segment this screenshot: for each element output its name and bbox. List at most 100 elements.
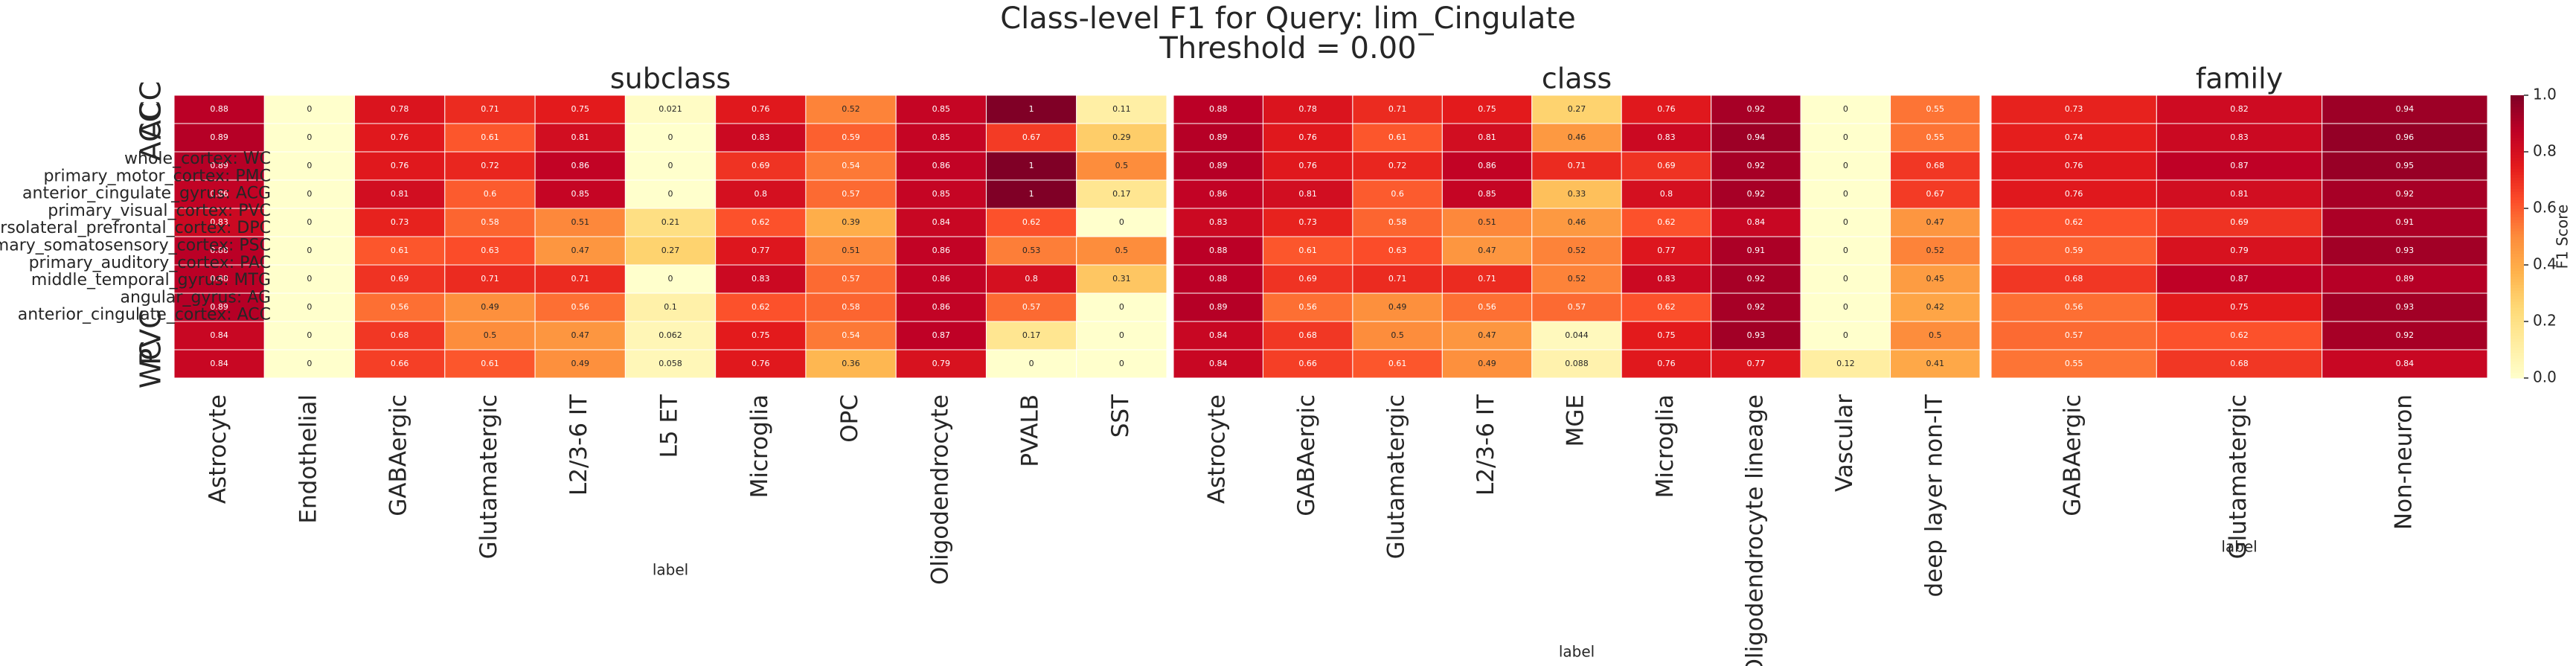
- cell-label: 0.74: [2065, 132, 2083, 142]
- x-tick-label: Oligodendrocyte: [926, 394, 953, 585]
- cell-label: 0.47: [571, 330, 589, 340]
- cell-label: 0.17: [1112, 189, 1131, 199]
- colorbar-segment: [2511, 276, 2524, 280]
- cell-label: 0.49: [1478, 359, 1496, 368]
- heatmap-cell: [1262, 123, 1353, 153]
- colorbar-segment: [2511, 177, 2524, 181]
- panel-title: class: [1542, 63, 1612, 95]
- colorbar-segment: [2511, 231, 2524, 234]
- cell-label: 0.62: [1657, 217, 1676, 227]
- heatmap-cell: [1531, 123, 1622, 153]
- region-label: dorsolateral_prefrontal_cortex: DPC: [0, 219, 271, 237]
- cell-label: 0.68: [2230, 359, 2249, 368]
- heatmap-cell: [2322, 292, 2488, 322]
- heatmap-cell: [1800, 236, 1891, 266]
- cell-label: 0.84: [1747, 217, 1766, 227]
- cell-label: 0.94: [1747, 132, 1766, 142]
- colorbar-segment: [2511, 152, 2524, 156]
- cell-label: 0.69: [1298, 274, 1317, 284]
- heatmap-cell: [805, 179, 897, 209]
- colorbar-segment: [2511, 225, 2524, 229]
- cell-label: 0.84: [1209, 359, 1228, 368]
- heatmap-cell: [624, 236, 717, 266]
- cell-label: 0.76: [1298, 132, 1317, 142]
- colorbar-segment: [2511, 318, 2524, 322]
- heatmap-cell: [1441, 321, 1533, 350]
- heatmap-cell: [1531, 236, 1622, 266]
- colorbar-tick-label: 0.0: [2533, 368, 2557, 386]
- region-label: primary_motor_cortex: PMC: [43, 167, 271, 185]
- colorbar-segment: [2511, 166, 2524, 170]
- cell-label: 0.54: [842, 161, 860, 170]
- cell-label: 0.76: [752, 359, 770, 368]
- cell-label: 0: [1119, 217, 1124, 227]
- row-label: PVC: [135, 309, 167, 365]
- cell-label: 0: [1843, 161, 1848, 170]
- colorbar-segment: [2511, 103, 2524, 107]
- colorbar-segment: [2511, 355, 2524, 359]
- heatmap-cell: [895, 321, 987, 350]
- colorbar-segment: [2511, 245, 2524, 249]
- heatmap-cell: [2156, 236, 2323, 266]
- heatmap-cell: [1711, 123, 1801, 153]
- colorbar-segment: [2511, 143, 2524, 147]
- heatmap-cell: [985, 208, 1077, 237]
- x-tick-label: SST: [1107, 394, 1134, 438]
- cell-label: 0.69: [2230, 217, 2249, 227]
- heatmap-cell: [1076, 151, 1167, 181]
- cell-label: 0.92: [1747, 161, 1766, 170]
- colorbar-segment: [2511, 211, 2524, 215]
- cell-label: 0.89: [210, 302, 228, 312]
- cell-label: 0.77: [1747, 359, 1766, 368]
- heatmap-cell: [985, 151, 1077, 181]
- cell-label: 0.83: [1209, 217, 1228, 227]
- row-label: ACC: [135, 81, 167, 139]
- cell-label: 0.73: [1298, 217, 1317, 227]
- heatmap-cell: [173, 292, 265, 322]
- heatmap-cell: [1890, 321, 1981, 350]
- colorbar-segment: [2511, 287, 2524, 291]
- cell-label: 0.69: [1657, 161, 1676, 170]
- cell-label: 0.86: [932, 302, 951, 312]
- colorbar-segment: [2511, 171, 2524, 175]
- colorbar-segment: [2511, 262, 2524, 266]
- cell-label: 0.76: [1298, 161, 1317, 170]
- heatmap-cell: [444, 264, 536, 294]
- heatmap-cell: [715, 264, 807, 294]
- heatmap-cell: [895, 292, 987, 322]
- heatmap-cell: [1621, 95, 1712, 124]
- x-tick-label: Microglia: [1652, 394, 1679, 498]
- cell-label: 1: [1029, 189, 1034, 199]
- cell-label: 0.69: [752, 161, 770, 170]
- cell-label: 0.62: [752, 302, 770, 312]
- cell-label: 0.71: [481, 104, 499, 114]
- heatmap-cell: [2156, 321, 2323, 350]
- cell-label: 0.78: [1298, 104, 1317, 114]
- cell-label: 0.5: [1391, 330, 1404, 340]
- cell-label: 0.88: [210, 274, 228, 284]
- cell-label: 0.062: [659, 330, 682, 340]
- cell-label: 0.5: [1115, 161, 1129, 170]
- colorbar-segment: [2511, 256, 2524, 260]
- heatmap-cell: [1173, 208, 1263, 237]
- heatmap-cell: [263, 292, 356, 322]
- colorbar-segment: [2511, 344, 2524, 348]
- cell-label: 0.88: [210, 246, 228, 255]
- colorbar-segment: [2511, 185, 2524, 189]
- cell-label: 0.62: [1022, 217, 1041, 227]
- heatmap-cell: [1890, 236, 1981, 266]
- colorbar-segment: [2511, 146, 2524, 150]
- colorbar-tick-label: 1.0: [2533, 86, 2557, 103]
- heatmap-cell: [1076, 292, 1167, 322]
- heatmap-cell: [1531, 179, 1622, 209]
- heatmap-cell: [173, 95, 265, 124]
- heatmap-cell: [1441, 123, 1533, 153]
- heatmap-cell: [2156, 123, 2323, 153]
- heatmap-cell: [534, 349, 626, 379]
- cell-label: 0.89: [1209, 132, 1228, 142]
- cell-label: 0: [307, 189, 312, 199]
- cell-label: 0: [307, 132, 312, 142]
- cell-label: 0.85: [932, 104, 951, 114]
- cell-label: 0.75: [752, 330, 770, 340]
